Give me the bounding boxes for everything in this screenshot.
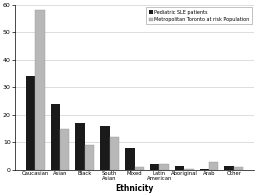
Bar: [150, 164, 159, 170]
Bar: [75, 123, 85, 170]
Legend: Pediatric SLE patients, Metropolitan Toronto at risk Population: Pediatric SLE patients, Metropolitan Tor…: [146, 7, 252, 24]
Bar: [184, 169, 194, 170]
Bar: [134, 167, 144, 170]
Bar: [26, 76, 35, 170]
Bar: [224, 166, 234, 170]
Bar: [125, 148, 134, 170]
Bar: [110, 137, 119, 170]
Bar: [85, 145, 94, 170]
Bar: [100, 126, 110, 170]
Bar: [159, 164, 169, 170]
X-axis label: Ethnicity: Ethnicity: [115, 184, 154, 193]
Bar: [234, 167, 243, 170]
Bar: [175, 166, 184, 170]
Bar: [35, 10, 44, 170]
Bar: [60, 129, 69, 170]
Bar: [200, 169, 209, 170]
Bar: [51, 104, 60, 170]
Bar: [209, 162, 218, 170]
